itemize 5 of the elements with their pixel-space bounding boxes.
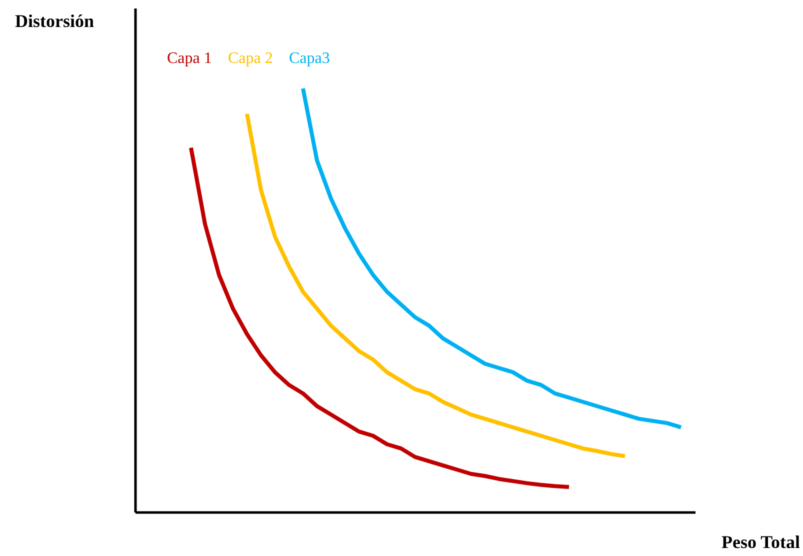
y-axis-title: Distorsión xyxy=(15,11,94,31)
x-axis-title: Peso Total xyxy=(721,532,800,552)
text: Capa 1 xyxy=(167,50,212,67)
series-label: Capa3 xyxy=(289,50,330,67)
text: Capa 2 xyxy=(228,50,273,67)
